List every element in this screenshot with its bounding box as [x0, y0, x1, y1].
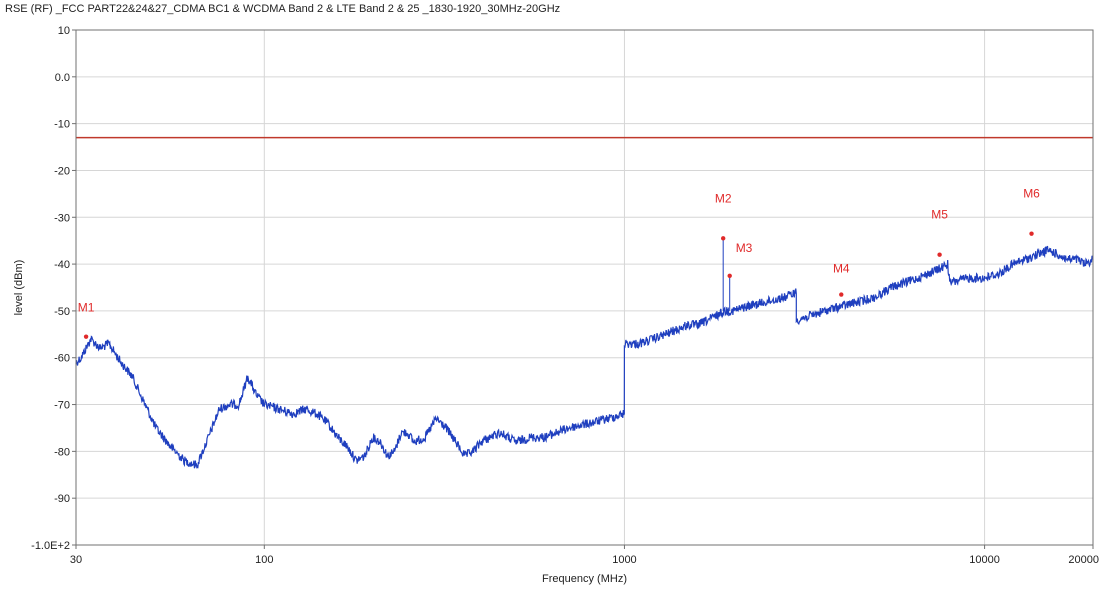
marker-label: M3: [736, 241, 753, 255]
y-tick-label: 10: [58, 25, 70, 37]
marker-label: M5: [931, 208, 948, 222]
y-tick-label: -1.0E+2: [31, 540, 70, 552]
plot-frame: [75, 29, 1094, 546]
series-line: [75, 245, 1094, 469]
marker-point: [839, 292, 844, 297]
ticks-group: 10 0.0 -10 -20 -30 -40 -50 -60 -70 -80 -90 -1.0E+23…: [31, 25, 1099, 566]
marker-point: [1029, 231, 1034, 236]
chart-title: RSE (RF) _FCC PART22&24&27_CDMA BC1 & WC…: [5, 3, 560, 15]
marker-point: [727, 273, 732, 278]
x-tick-label: 100: [255, 554, 273, 566]
y-tick-label: 0.0: [55, 72, 70, 84]
marker-label: M1: [78, 301, 95, 315]
y-axis-title: level (dBm): [13, 260, 25, 316]
series-group: [75, 245, 1094, 469]
y-tick-label: -40: [54, 259, 70, 271]
marker-point: [83, 334, 89, 339]
y-tick-label: -30: [54, 212, 70, 224]
y-tick-label: -60: [54, 353, 70, 365]
x-axis-title: Frequency (MHz): [542, 573, 627, 585]
marker-point: [937, 252, 942, 257]
y-tick-label: -50: [54, 306, 70, 318]
y-tick-label: -10: [54, 119, 70, 131]
marker-label: M2: [715, 191, 732, 205]
y-tick-label: -70: [54, 400, 70, 412]
y-tick-label: -90: [54, 493, 70, 505]
markers-group: M1 M2 M3 M4 M5 M6: [78, 187, 1040, 339]
x-tick-label: 20000: [1068, 554, 1099, 566]
grid: [76, 30, 1093, 545]
x-tick-label: 1000: [612, 554, 636, 566]
x-tick-label: 10000: [969, 554, 1000, 566]
marker-label: M6: [1023, 187, 1040, 201]
marker-point: [720, 236, 726, 241]
x-tick-label: 30: [70, 554, 82, 566]
marker-label: M4: [833, 262, 850, 276]
y-tick-label: -20: [54, 165, 70, 177]
y-tick-label: -80: [54, 446, 70, 458]
